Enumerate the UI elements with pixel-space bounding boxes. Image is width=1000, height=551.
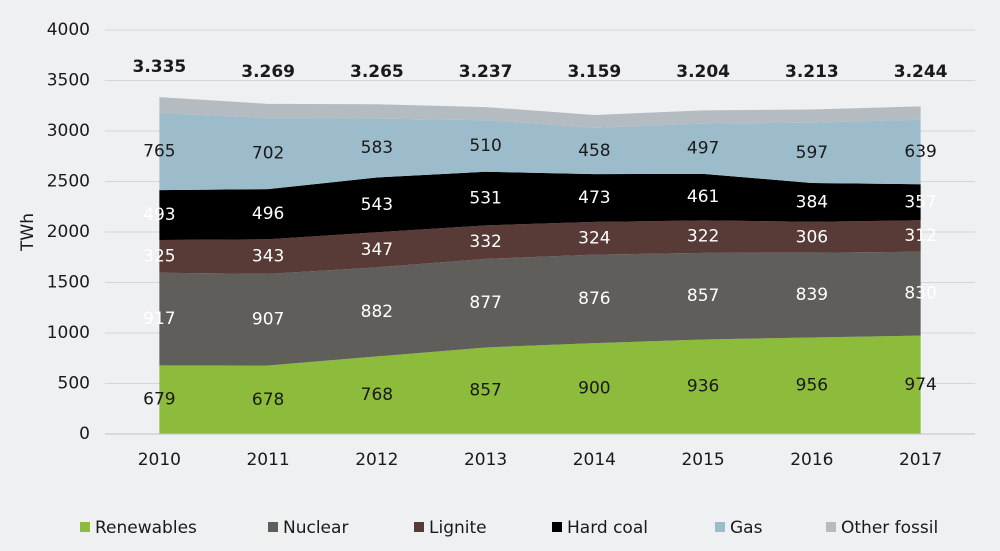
- legend-label: Other fossil: [841, 518, 938, 538]
- legend-label: Gas: [730, 518, 763, 538]
- area: [159, 251, 921, 366]
- y-tick-label: 1000: [47, 323, 90, 343]
- data-label: 357: [904, 192, 936, 212]
- x-tick-label: 2010: [138, 450, 181, 470]
- data-label: 857: [687, 286, 719, 306]
- data-label: 936: [687, 377, 719, 397]
- data-label: 907: [252, 310, 284, 330]
- y-tick-label: 1500: [47, 273, 90, 293]
- y-tick-label: 4000: [47, 20, 90, 40]
- total-label: 3.244: [894, 62, 948, 82]
- data-label: 765: [143, 142, 175, 162]
- data-label: 324: [578, 228, 610, 248]
- x-tick-label: 2011: [246, 450, 289, 470]
- data-label: 678: [252, 390, 284, 410]
- total-label: 3.213: [785, 62, 839, 82]
- data-label: 312: [904, 226, 936, 246]
- y-tick-label: 3000: [47, 121, 90, 141]
- data-label: 702: [252, 144, 284, 164]
- data-label: 458: [578, 141, 610, 161]
- y-tick-label: 500: [58, 374, 90, 394]
- legend-swatch: [414, 522, 424, 532]
- total-label: 3.265: [350, 62, 404, 82]
- legend-swatch: [268, 522, 278, 532]
- data-label: 768: [361, 385, 393, 405]
- total-label: 3.335: [132, 57, 186, 77]
- x-tick-label: 2014: [573, 450, 616, 470]
- data-label: 384: [796, 192, 828, 212]
- data-label: 857: [469, 381, 501, 401]
- data-label: 974: [904, 375, 936, 395]
- y-tick-label: 2500: [47, 172, 90, 192]
- legend-swatch: [715, 522, 725, 532]
- area: [159, 220, 921, 274]
- x-tick-label: 2016: [790, 450, 833, 470]
- x-tick-label: 2013: [464, 450, 507, 470]
- data-label: 882: [361, 302, 393, 322]
- data-label: 531: [469, 189, 501, 209]
- y-tick-label: 0: [79, 424, 90, 444]
- data-label: 917: [143, 309, 175, 329]
- legend-swatch: [826, 522, 836, 532]
- area: [159, 97, 921, 128]
- y-tick-label: 3500: [47, 71, 90, 91]
- data-label: 332: [469, 232, 501, 252]
- y-tick-label: 2000: [47, 222, 90, 242]
- data-label: 639: [904, 142, 936, 162]
- data-label: 597: [796, 143, 828, 163]
- area: [159, 335, 921, 434]
- data-label: 325: [143, 246, 175, 266]
- data-label: 496: [252, 204, 284, 224]
- data-label: 493: [143, 205, 175, 225]
- data-label: 900: [578, 379, 610, 399]
- legend-label: Nuclear: [283, 518, 348, 538]
- legend-swatch: [80, 522, 90, 532]
- data-label: 347: [361, 240, 393, 260]
- area: [159, 112, 921, 191]
- area: [159, 171, 921, 240]
- data-label: 583: [361, 138, 393, 158]
- data-label: 461: [687, 187, 719, 207]
- x-tick-label: 2017: [899, 450, 942, 470]
- y-axis-label: TWh: [18, 213, 38, 252]
- data-label: 497: [687, 139, 719, 159]
- data-label: 322: [687, 227, 719, 247]
- legend-label: Renewables: [95, 518, 197, 538]
- legend-label: Hard coal: [567, 518, 648, 538]
- data-label: 830: [904, 284, 936, 304]
- legend-swatch: [552, 522, 562, 532]
- total-label: 3.269: [241, 62, 295, 82]
- legend-label: Lignite: [429, 518, 487, 538]
- x-tick-label: 2012: [355, 450, 398, 470]
- data-label: 877: [469, 293, 501, 313]
- data-label: 543: [361, 195, 393, 215]
- total-label: 3.204: [676, 62, 730, 82]
- data-label: 876: [578, 289, 610, 309]
- x-tick-label: 2015: [681, 450, 724, 470]
- data-label: 839: [796, 285, 828, 305]
- data-label: 473: [578, 188, 610, 208]
- total-label: 3.237: [459, 62, 513, 82]
- data-label: 510: [469, 136, 501, 156]
- data-label: 343: [252, 247, 284, 267]
- data-label: 956: [796, 376, 828, 396]
- data-label: 306: [796, 227, 828, 247]
- data-label: 679: [143, 390, 175, 410]
- total-label: 3.159: [567, 62, 621, 82]
